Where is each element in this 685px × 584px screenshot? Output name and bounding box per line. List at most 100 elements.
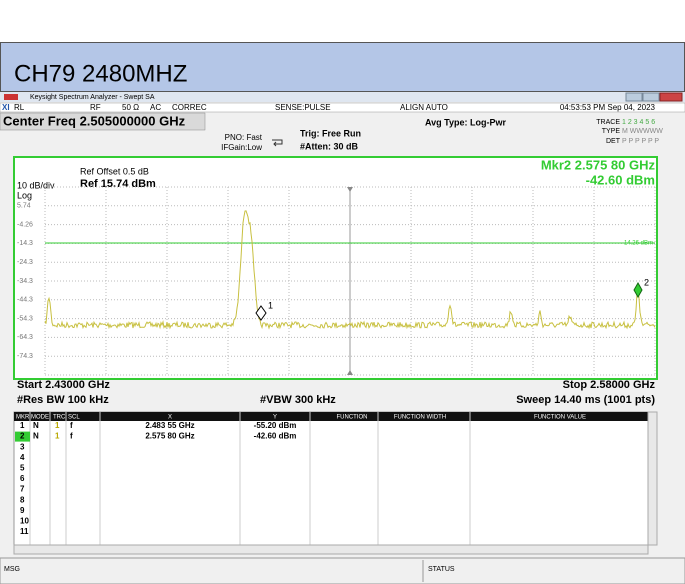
cell: 2 (20, 432, 25, 441)
table-header (14, 412, 648, 421)
trace (44, 210, 656, 330)
window-title: Keysight Spectrum Analyzer - Swept SA (30, 94, 155, 101)
h-scrollbar[interactable] (13, 544, 649, 555)
cell: 1 (55, 421, 60, 430)
scale: 10 dB/div (17, 180, 55, 190)
impedance: 50 Ω (122, 103, 139, 112)
start: Start 2.43000 GHz (17, 379, 110, 391)
row-highlight (15, 431, 30, 442)
cell: f (70, 421, 73, 430)
type-value: M WWWWW (622, 128, 663, 135)
rl: RL (14, 103, 25, 112)
display-line-label: -14.26 dBm (622, 241, 653, 247)
cell: 11 (20, 527, 29, 536)
maximize-button[interactable] (642, 92, 660, 102)
det-value: P P P P P P (622, 138, 659, 145)
cell: 2.483 55 GHz (145, 421, 194, 430)
minimize-button[interactable] (625, 92, 643, 102)
rbw: #Res BW 100 kHz (17, 394, 109, 406)
marker-freq: Mkr2 2.575 80 GHz (541, 157, 656, 172)
rf: RF (90, 103, 101, 112)
center-freq-box[interactable] (0, 112, 206, 131)
cell: -42.60 dBm (254, 432, 297, 441)
logo: XI (2, 103, 10, 112)
cell: 1 (55, 432, 60, 441)
marker-1-label: 1 (268, 300, 273, 310)
trace-numbers: 1 2 3 4 5 6 (622, 119, 655, 126)
y-label: 5.74 (17, 203, 31, 210)
trigger-icon (272, 139, 283, 147)
atten: #Atten: 30 dB (300, 141, 359, 151)
vbw: #VBW 300 kHz (260, 394, 336, 406)
marker-table (13, 411, 649, 546)
marker-2-label: 2 (644, 277, 649, 287)
trace-label: TRACE (596, 119, 620, 126)
align: ALIGN AUTO (400, 103, 448, 112)
y-label: -4.26 (17, 221, 33, 228)
ref-offset: Ref Offset 0.5 dB (80, 166, 149, 176)
column-header: X (168, 415, 172, 421)
ref-level: Ref 15.74 dBm (80, 178, 156, 190)
center-marker (347, 370, 353, 375)
y-label: -64.3 (17, 334, 33, 341)
cell: 5 (20, 464, 25, 473)
grid: 5.74 -4.26 -14.3 -24.3 -34.3 -44.3 -54.3 -64.3 -… (17, 186, 656, 376)
column-header: Y (273, 415, 277, 421)
center-marker (347, 187, 353, 192)
ifgain: IFGain:Low (221, 143, 262, 152)
avg-type: Avg Type: Log-Pwr (425, 117, 506, 127)
datetime: 04:53:53 PM Sep 04, 2023 (560, 103, 656, 112)
stop: Stop 2.58000 GHz (563, 379, 656, 391)
cell: -55.20 dBm (254, 421, 297, 430)
header-band (0, 42, 685, 92)
cell: 8 (20, 495, 25, 504)
status: STATUS (428, 566, 455, 573)
msg: MSG (4, 566, 20, 573)
app-icon (4, 94, 18, 100)
column-header: MODE (31, 415, 49, 421)
y-label: -74.3 (17, 353, 33, 360)
status-bar (0, 557, 685, 584)
cell: 9 (20, 506, 25, 515)
cell: 7 (20, 485, 25, 494)
marker-2 (633, 281, 643, 299)
y-label: -24.3 (17, 259, 33, 266)
cell: 6 (20, 474, 25, 483)
cell: 10 (20, 517, 29, 526)
toolbar (0, 102, 685, 113)
sense: SENSE:PULSE (275, 103, 331, 112)
log: Log (17, 190, 32, 200)
marker-level: -42.60 dBm (586, 172, 655, 187)
close-button[interactable] (659, 92, 683, 102)
column-header: SCL (68, 415, 80, 421)
v-scrollbar[interactable] (647, 411, 658, 546)
cell: N (33, 421, 39, 430)
header-title: CH79 2480MHZ (14, 60, 187, 87)
y-label: -34.3 (17, 278, 33, 285)
marker-1 (255, 305, 267, 321)
pno: PNO: Fast (225, 133, 263, 142)
type-label: TYPE (602, 128, 621, 135)
cell: 4 (20, 453, 25, 462)
top-area (0, 0, 685, 42)
column-header: TRC (53, 415, 66, 421)
trig: Trig: Free Run (300, 128, 361, 138)
title-bar (0, 92, 685, 102)
sweep: Sweep 14.40 ms (1001 pts) (516, 394, 655, 406)
cell: 1 (20, 421, 25, 430)
correction: CORREC (172, 103, 207, 112)
column-header: FUNCTION WIDTH (394, 415, 446, 421)
y-label: -54.3 (17, 315, 33, 322)
y-label: -44.3 (17, 297, 33, 304)
y-label: -14.3 (17, 240, 33, 247)
cell: 2.575 80 GHz (145, 432, 194, 441)
cell: N (33, 432, 39, 441)
det-label: DET (606, 138, 621, 145)
table-body: MKR MODE TRC SCL X Y FUNCTION FUNCTION WIDTH FUN… (15, 412, 586, 545)
column-header: MKR (16, 415, 30, 421)
column-header: FUNCTION VALUE (534, 415, 586, 421)
graph-frame (13, 156, 658, 380)
coupling: AC (150, 103, 161, 112)
